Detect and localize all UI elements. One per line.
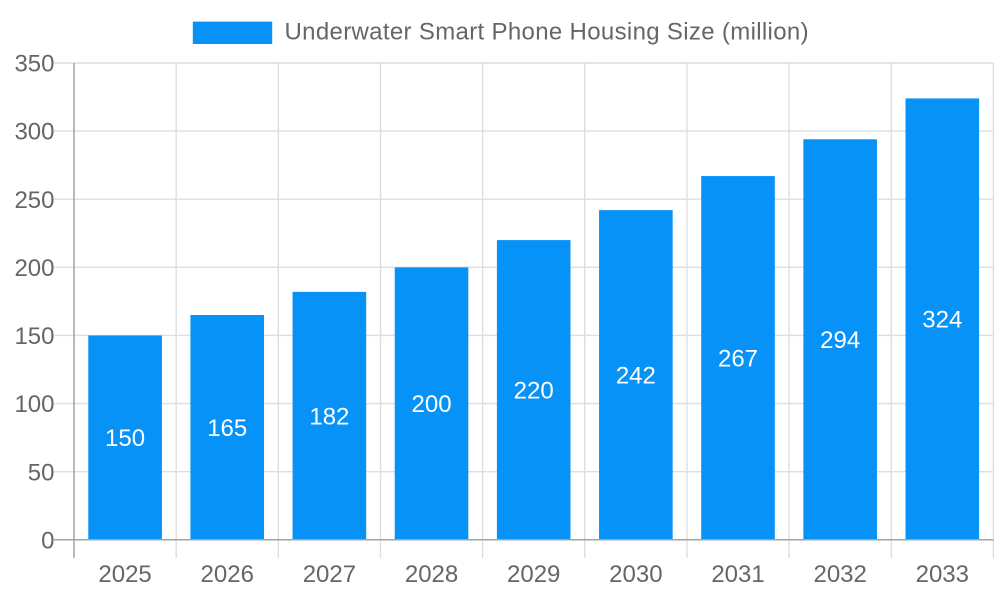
svg-text:0: 0	[41, 527, 54, 554]
svg-text:2033: 2033	[916, 561, 969, 588]
svg-text:350: 350	[14, 51, 54, 78]
svg-text:242: 242	[616, 363, 656, 390]
svg-text:2032: 2032	[813, 561, 866, 588]
svg-text:2029: 2029	[507, 561, 560, 588]
svg-text:2026: 2026	[201, 561, 254, 588]
svg-text:267: 267	[718, 346, 758, 373]
svg-text:100: 100	[14, 391, 54, 418]
svg-text:2028: 2028	[405, 561, 458, 588]
svg-text:50: 50	[28, 459, 55, 486]
svg-text:150: 150	[105, 425, 145, 452]
svg-text:200: 200	[14, 255, 54, 282]
svg-text:Underwater Smart Phone Housing: Underwater Smart Phone Housing Size (mil…	[285, 18, 809, 45]
svg-text:2031: 2031	[711, 561, 764, 588]
svg-text:200: 200	[412, 391, 452, 418]
svg-text:250: 250	[14, 187, 54, 214]
svg-text:182: 182	[309, 403, 349, 430]
svg-text:324: 324	[922, 307, 962, 334]
svg-text:150: 150	[14, 323, 54, 350]
svg-text:2027: 2027	[303, 561, 356, 588]
svg-text:165: 165	[207, 415, 247, 442]
svg-text:294: 294	[820, 327, 860, 354]
svg-text:220: 220	[514, 378, 554, 405]
svg-text:2025: 2025	[98, 561, 151, 588]
svg-text:300: 300	[14, 119, 54, 146]
svg-text:2030: 2030	[609, 561, 662, 588]
